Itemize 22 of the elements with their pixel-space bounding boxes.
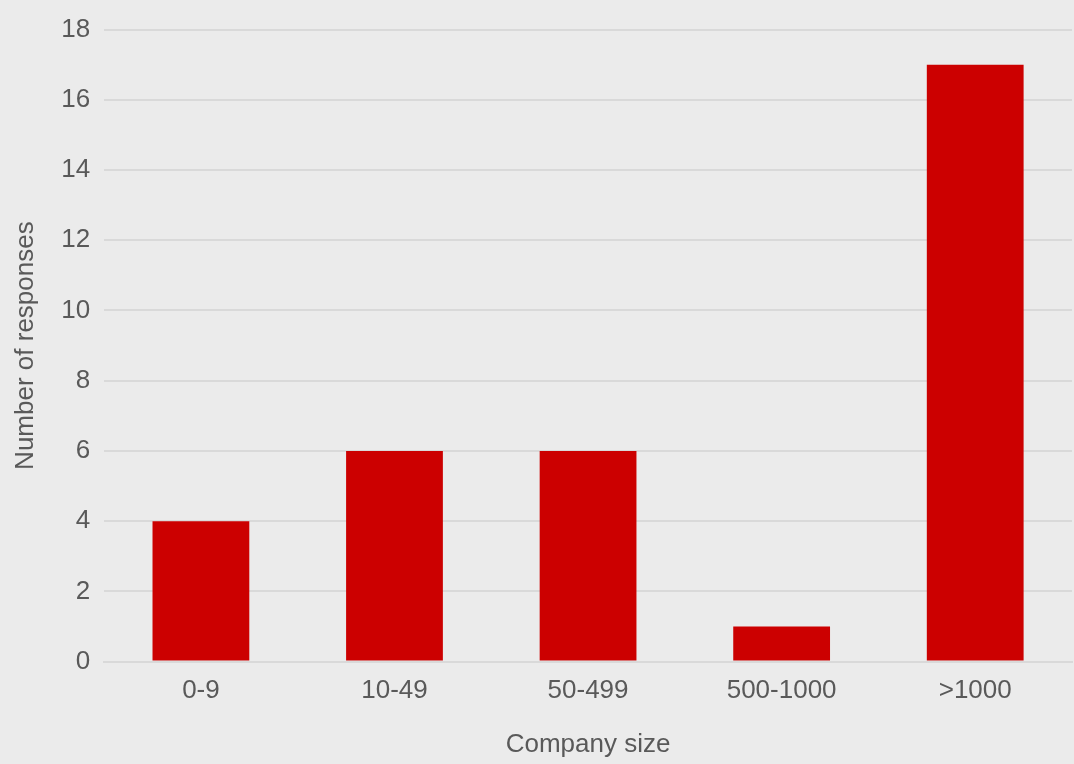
x-axis-title: Company size <box>505 727 671 758</box>
y-axis-title: Number of responses <box>8 221 39 470</box>
bar <box>152 521 250 661</box>
y-tick-label: 0 <box>75 644 91 675</box>
x-tick-label: 0-9 <box>182 674 220 705</box>
x-tick-label: 500-1000 <box>726 674 837 705</box>
y-tick-label: 16 <box>61 82 91 113</box>
bar <box>539 450 637 661</box>
bar <box>733 626 831 661</box>
y-tick-label: 8 <box>75 363 91 394</box>
y-tick-label: 18 <box>61 12 91 43</box>
y-tick-label: 10 <box>61 293 91 324</box>
y-tick-label: 6 <box>75 434 91 465</box>
bar <box>346 450 443 661</box>
x-tick-label: 10-49 <box>361 674 428 705</box>
bar <box>926 64 1024 661</box>
y-tick-label: 12 <box>61 223 91 254</box>
x-tick-label: >1000 <box>938 674 1012 705</box>
y-tick-label: 14 <box>61 153 91 184</box>
x-tick-label: 50-499 <box>547 674 629 705</box>
y-tick-label: 4 <box>75 504 91 535</box>
y-tick-label: 2 <box>75 574 91 605</box>
